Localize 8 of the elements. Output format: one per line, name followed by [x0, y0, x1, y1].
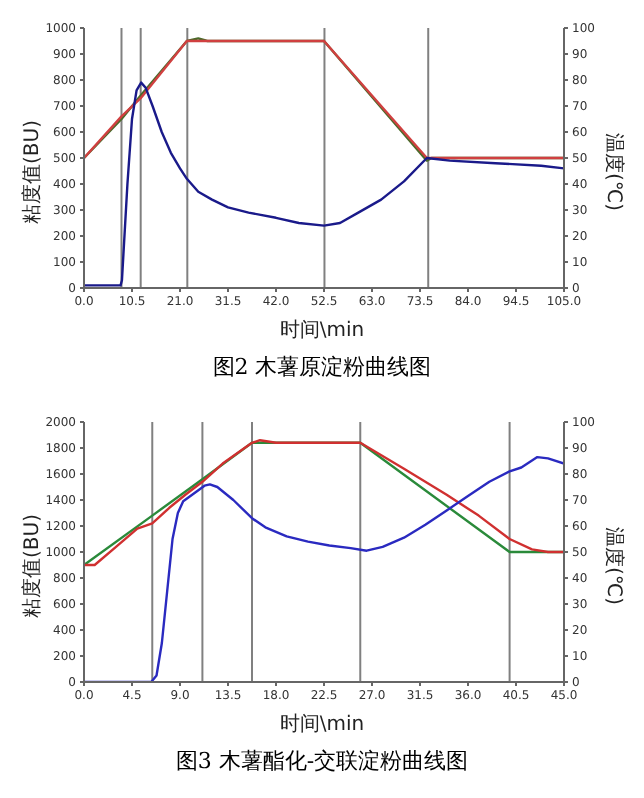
- caption: 图2 木薯原淀粉曲线图: [210, 352, 434, 382]
- x-axis-title: 时间\min: [277, 317, 367, 344]
- y2-axis-title: 温度(℃): [600, 526, 624, 606]
- x-axis-title: 时间\min: [277, 711, 367, 738]
- caption: 图3 木薯酯化-交联淀粉曲线图: [173, 746, 471, 776]
- y-axis-title: 粘度值(BU): [22, 514, 46, 618]
- y-axis-title: 粘度值(BU): [22, 120, 46, 224]
- y2-axis-title: 温度(℃): [600, 132, 624, 212]
